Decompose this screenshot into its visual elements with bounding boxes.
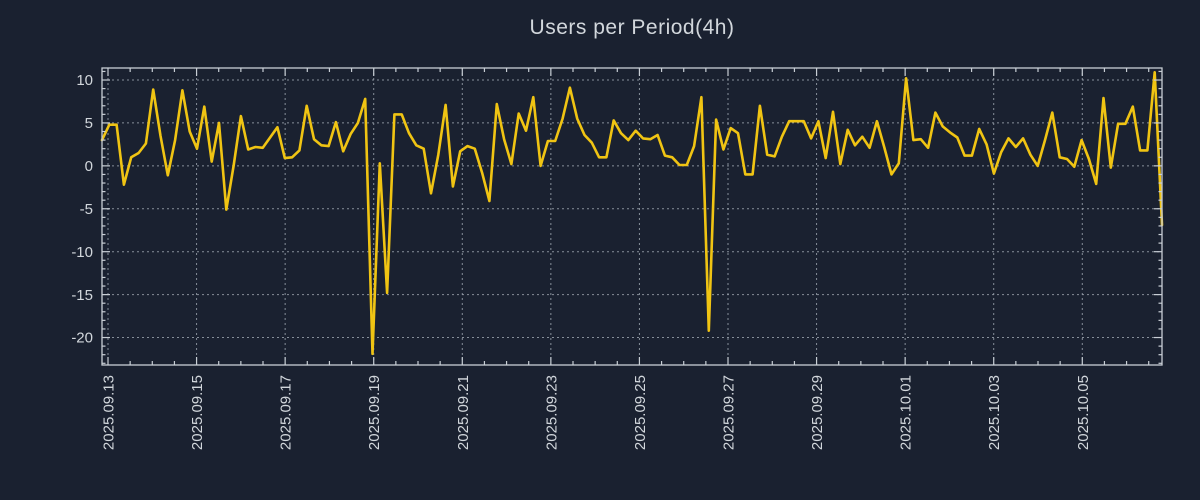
chart-title: Users per Period(4h) (529, 16, 735, 39)
y-tick-label: -15 (71, 287, 93, 304)
x-tick-label: 2025.09.27 (721, 375, 738, 450)
x-tick-label: 2025.09.25 (632, 375, 649, 450)
x-tick-label: 2025.09.13 (101, 375, 118, 450)
x-tick-label: 2025.10.05 (1075, 375, 1092, 450)
y-tick-label: 0 (85, 158, 93, 175)
x-tick-label: 2025.09.29 (809, 375, 826, 450)
data-series-line (100, 71, 1164, 356)
y-tick-label: -20 (71, 330, 93, 347)
x-tick-label: 2025.09.15 (189, 375, 206, 450)
x-tick-label: 2025.09.23 (543, 375, 560, 450)
x-tick-label: 2025.09.17 (278, 375, 295, 450)
y-tick-label: -5 (80, 201, 93, 218)
x-tick-label: 2025.10.01 (898, 375, 915, 450)
x-tick-label: 2025.09.21 (455, 375, 472, 450)
x-tick-label: 2025.09.19 (366, 375, 383, 450)
y-tick-label: 10 (76, 72, 93, 89)
x-tick-label: 2025.10.03 (986, 375, 1003, 450)
plot-border (101, 67, 1163, 366)
y-tick-label: 5 (85, 115, 93, 132)
y-tick-label: -10 (71, 244, 93, 261)
